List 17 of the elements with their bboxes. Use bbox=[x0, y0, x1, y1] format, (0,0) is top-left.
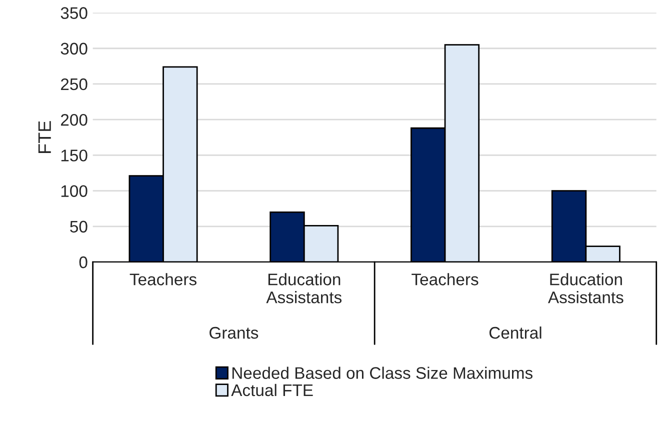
y-axis-title: FTE bbox=[38, 121, 51, 153]
y-tick-label: 200 bbox=[60, 114, 88, 126]
y-tick-label: 150 bbox=[61, 150, 88, 162]
x-tick-label: Teachers bbox=[130, 273, 196, 286]
x-tick-label: Teachers bbox=[412, 273, 478, 286]
y-tick-label: 50 bbox=[70, 220, 88, 233]
y-tick-label: 100 bbox=[61, 185, 88, 197]
legend-label: Actual FTE bbox=[231, 384, 313, 396]
y-tick-label: 250 bbox=[60, 78, 88, 90]
legend-label: Needed Based on Class Size Maximums bbox=[232, 366, 532, 379]
text: Grants bbox=[210, 326, 258, 339]
y-tick-label: 300 bbox=[60, 42, 88, 55]
y-tick-label: 350 bbox=[60, 7, 88, 19]
text: Central bbox=[489, 326, 542, 339]
y-tick-label: 0 bbox=[79, 256, 88, 268]
x-tick-label: Education Assistants bbox=[548, 273, 624, 304]
x-tick-label: Education Assistants bbox=[266, 273, 342, 304]
